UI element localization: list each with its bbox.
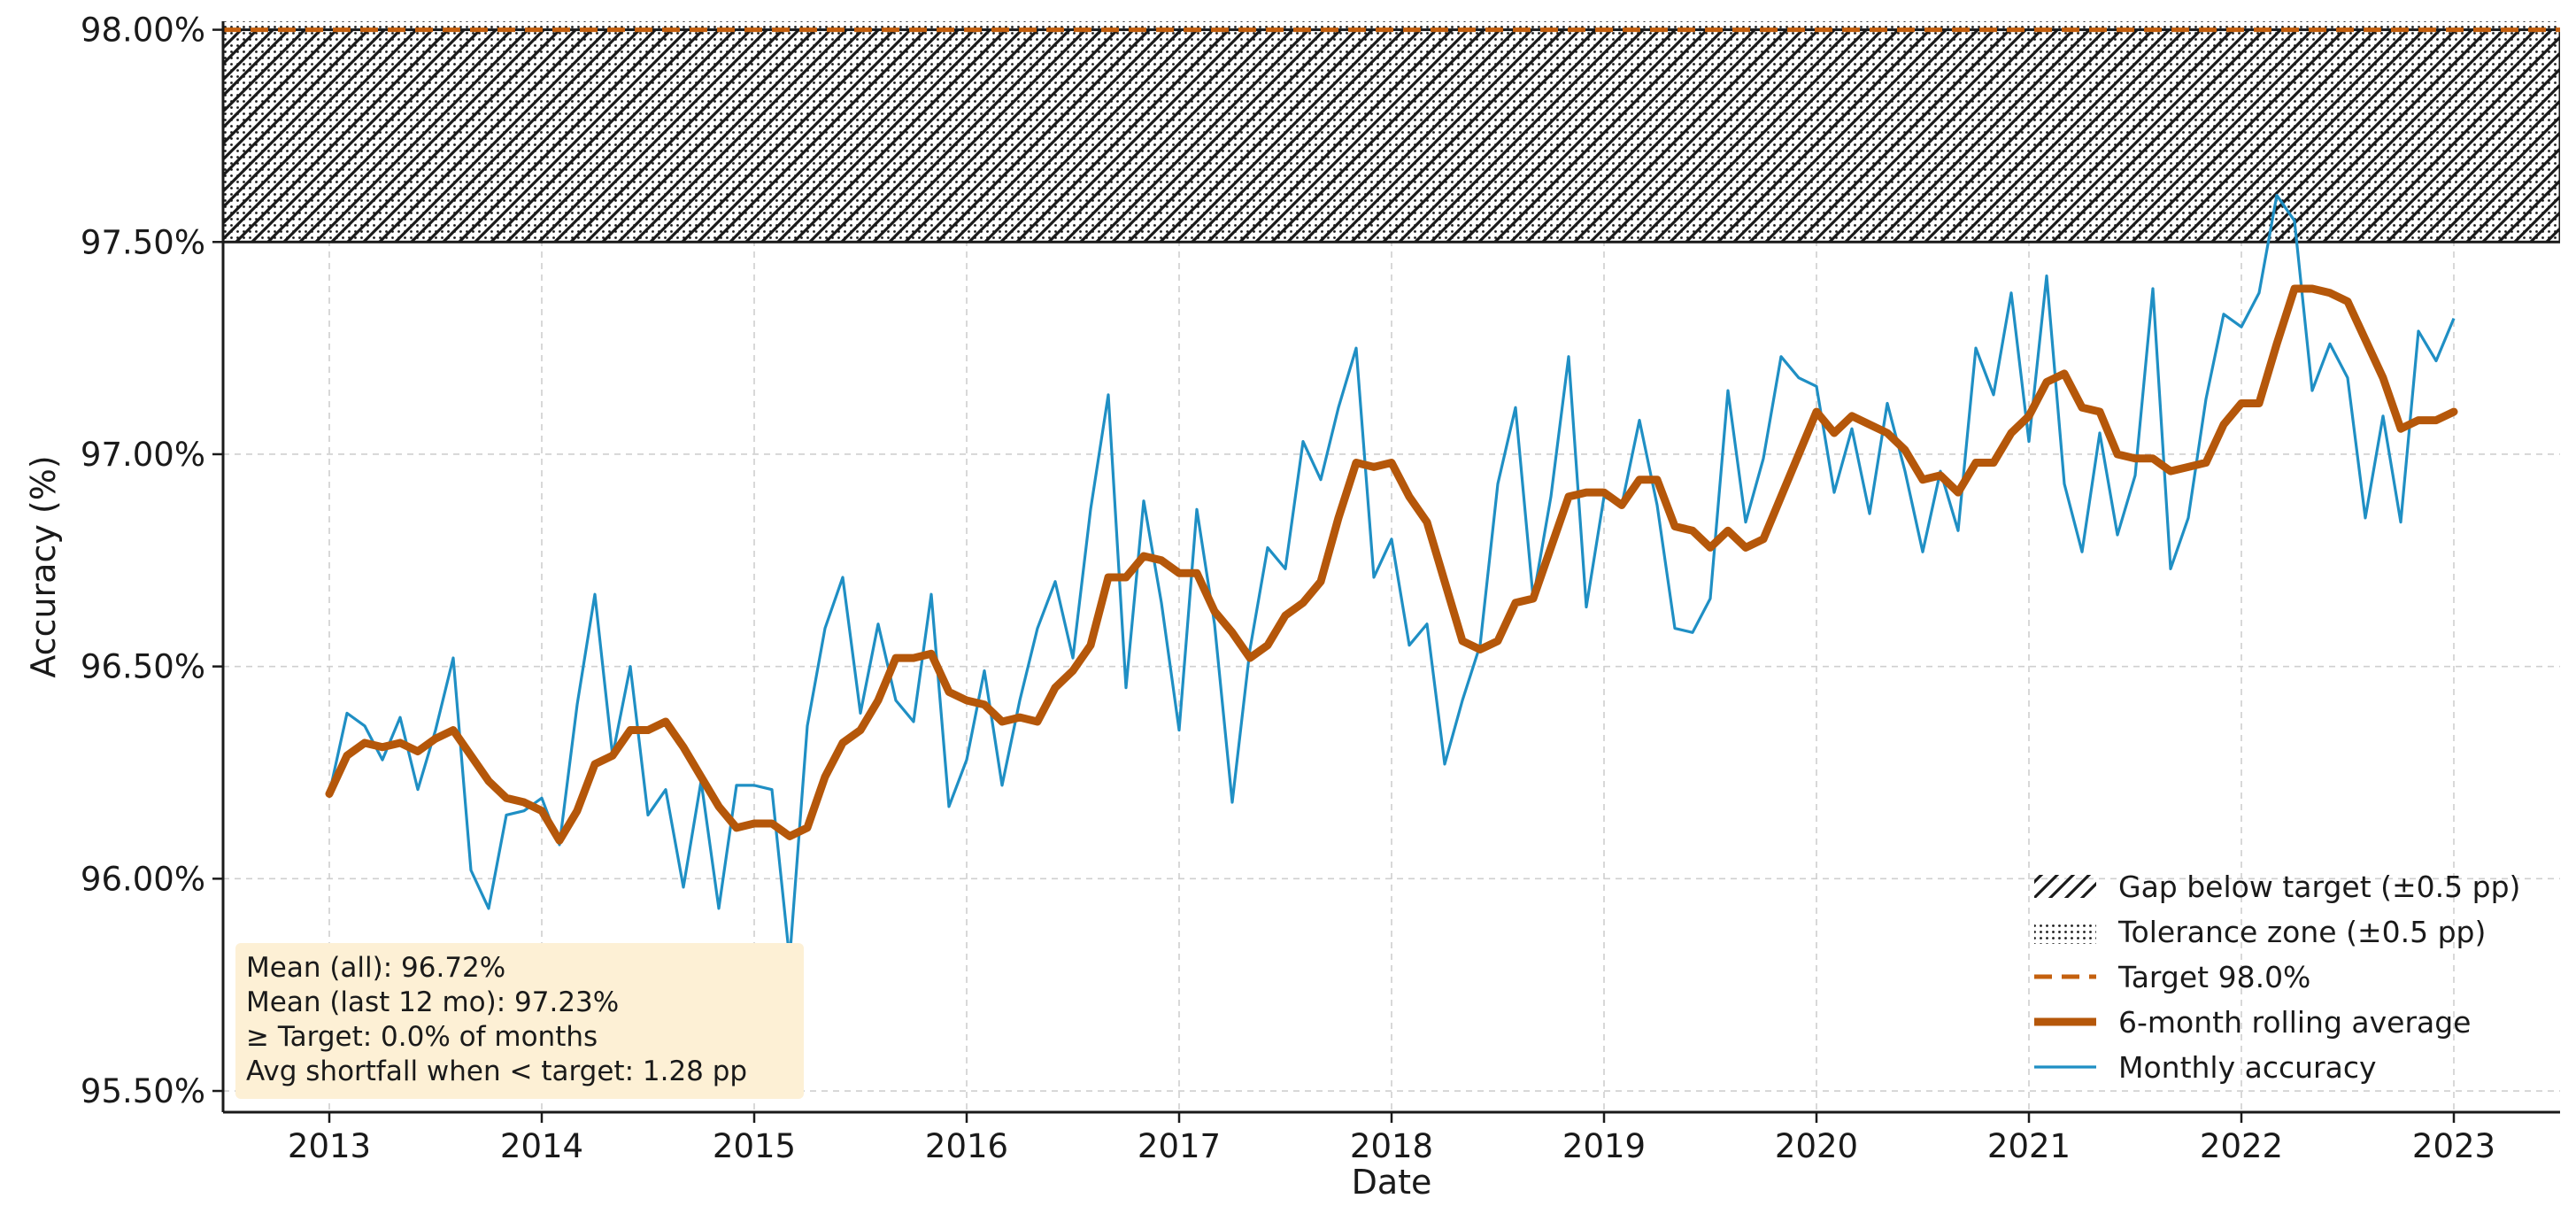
legend-swatch-tolerance [2034, 921, 2096, 944]
stat-line: Mean (all): 96.72% [246, 952, 505, 984]
bands [223, 21, 2560, 244]
stat-line: ≥ Target: 0.0% of months [246, 1021, 598, 1053]
y-axis-title: Accuracy (%) [24, 455, 63, 677]
y-tick-label: 97.00% [81, 436, 205, 474]
series [325, 193, 2458, 962]
legend: Gap below target (±0.5 pp) Tolerance zon… [2034, 870, 2520, 1085]
legend-swatch-gap [2034, 875, 2096, 898]
x-tick-label: 2014 [500, 1127, 583, 1165]
y-tick-label: 97.50% [81, 223, 205, 261]
x-tick-label: 2021 [1987, 1127, 2071, 1165]
legend-label: Gap below target (±0.5 pp) [2118, 870, 2520, 904]
x-tick-label: 2016 [925, 1127, 1008, 1165]
x-tick-label: 2022 [2200, 1127, 2283, 1165]
monthly-accuracy-line [328, 193, 2456, 962]
legend-label: 6-month rolling average [2118, 1005, 2471, 1040]
legend-label: Tolerance zone (±0.5 pp) [2117, 915, 2486, 949]
y-tick-label: 95.50% [81, 1072, 205, 1110]
legend-label: Monthly accuracy [2118, 1050, 2377, 1085]
y-tick-label: 96.50% [81, 648, 205, 686]
stat-line: Avg shortfall when < target: 1.28 pp [246, 1055, 747, 1087]
rolling-average-line [325, 284, 2458, 845]
x-tick-label: 2018 [1350, 1127, 1433, 1165]
y-tick-label: 96.00% [81, 860, 205, 898]
x-tick-label: 2015 [713, 1127, 796, 1165]
stats-box: Mean (all): 96.72% Mean (last 12 mo): 97… [235, 943, 804, 1099]
x-tick-label: 2017 [1138, 1127, 1221, 1165]
x-tick-label: 2023 [2412, 1127, 2495, 1165]
stats-box-background [235, 943, 804, 1099]
x-axis-title: Date [1352, 1163, 1432, 1202]
stat-line: Mean (last 12 mo): 97.23% [246, 986, 619, 1018]
legend-label: Target 98.0% [2117, 960, 2310, 994]
x-tick-label: 2013 [288, 1127, 371, 1165]
gap-below-target-band [223, 28, 2560, 244]
ticks: 2013 2014 2015 2016 2017 2018 2019 2020 2021 2022… [81, 12, 2495, 1165]
y-tick-label: 98.00% [81, 12, 205, 50]
x-tick-label: 2019 [1562, 1127, 1646, 1165]
x-tick-label: 2020 [1775, 1127, 1858, 1165]
